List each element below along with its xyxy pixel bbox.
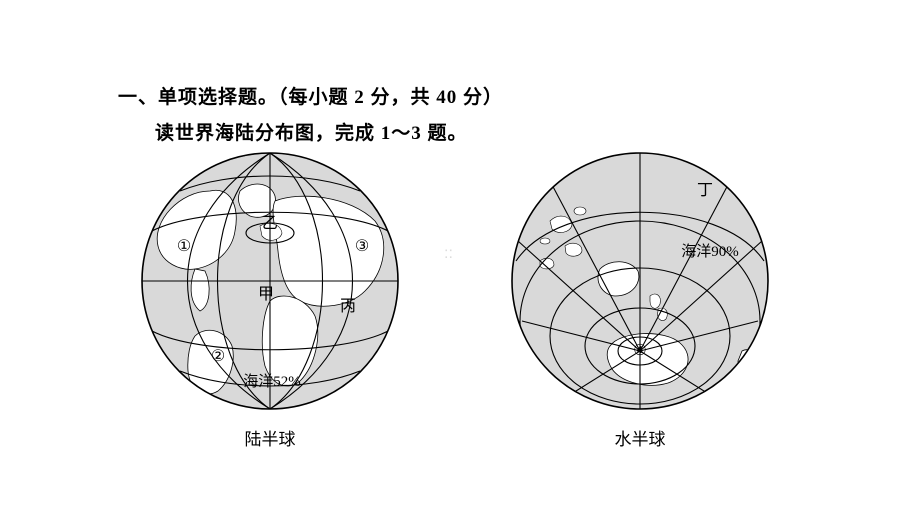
instruction-text: 读世界海陆分布图，完成 1～3 题。 [155,118,468,145]
label-four: ④ [633,343,646,359]
globes-container: 乙 甲 丙 ① ② ③ 海洋52% [140,151,800,481]
label-one: ① [177,238,191,255]
caption-left: 陆半球 [140,425,400,450]
label-three: ③ [355,238,369,255]
globe-land-hemisphere: 乙 甲 丙 ① ② ③ 海洋52% [140,151,400,411]
label-ocean-right: 海洋90% [681,243,739,260]
globe-water-hemisphere: 丁 海洋90% ④ [510,151,770,411]
label-ding: 丁 [697,182,713,199]
section-title: 一、单项选择题。（每小题 2 分，共 40 分） [118,82,503,109]
caption-right: 水半球 [510,425,770,450]
label-bing: 丙 [340,298,356,315]
label-ocean-left: 海洋52% [243,373,301,390]
label-jia: 甲 [258,286,274,303]
label-two: ② [211,348,225,365]
label-yi: 乙 [262,215,278,232]
